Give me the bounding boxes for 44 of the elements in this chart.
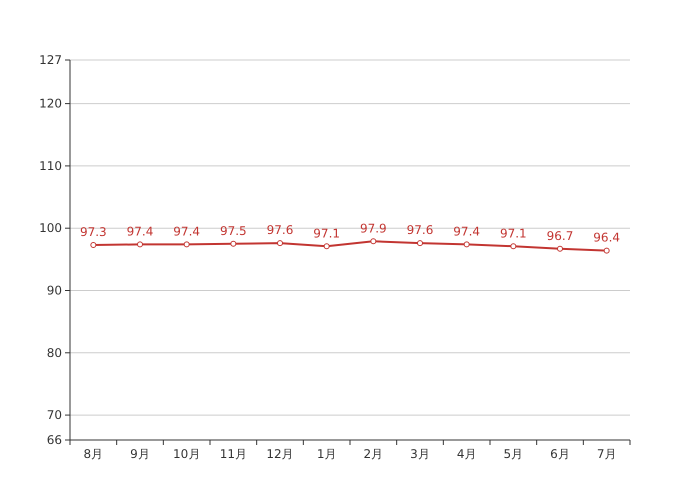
point xyxy=(230,240,236,247)
point xyxy=(557,246,563,252)
data-label: 97.1 xyxy=(500,226,527,240)
x-tick-label: 2月 xyxy=(364,447,384,461)
y-tick-label: 80 xyxy=(46,346,62,360)
x-tick-label: 10月 xyxy=(173,447,200,461)
x-tick-label: 12月 xyxy=(266,447,294,461)
data-label: 97.4 xyxy=(173,224,200,238)
x-tick-label: 11月 xyxy=(220,447,247,461)
point xyxy=(137,241,143,248)
point xyxy=(417,240,423,246)
data-label: 97.5 xyxy=(220,224,247,238)
y-tick-label: 127 xyxy=(39,53,62,67)
point xyxy=(184,241,190,248)
point xyxy=(90,242,96,248)
data-label: 97.6 xyxy=(406,223,434,238)
y-tick-label: 66 xyxy=(46,433,62,447)
data-label: 97.6 xyxy=(266,223,294,238)
data-label: 97.3 xyxy=(80,225,107,240)
y-tick-label: 120 xyxy=(39,96,62,111)
x-tick-label: 3月 xyxy=(410,447,430,461)
point xyxy=(604,248,610,254)
x-tick-label: 7月 xyxy=(596,447,616,461)
point xyxy=(510,243,516,250)
y-tick-label: 90 xyxy=(46,283,62,298)
point xyxy=(277,240,283,246)
x-tick-label: 8月 xyxy=(84,447,104,461)
point xyxy=(370,238,376,244)
point xyxy=(324,243,330,250)
point xyxy=(464,241,470,248)
x-tick-label: 9月 xyxy=(130,447,150,461)
x-tick-label: 1月 xyxy=(316,447,336,461)
data-label: 97.1 xyxy=(313,226,340,240)
data-label: 97.4 xyxy=(126,224,154,238)
x-tick-label: 4月 xyxy=(456,447,476,461)
x-tick-label: 5月 xyxy=(504,447,524,461)
data-label: 96.7 xyxy=(546,228,574,243)
data-label: 97.9 xyxy=(360,221,387,236)
x-tick-label: 6月 xyxy=(550,447,570,461)
data-label: 97.4 xyxy=(453,224,480,238)
data-label: 96.4 xyxy=(593,230,620,245)
y-tick-label: 100 xyxy=(39,221,62,236)
y-tick-label: 70 xyxy=(46,408,62,422)
y-tick-label: 110 xyxy=(39,158,62,173)
